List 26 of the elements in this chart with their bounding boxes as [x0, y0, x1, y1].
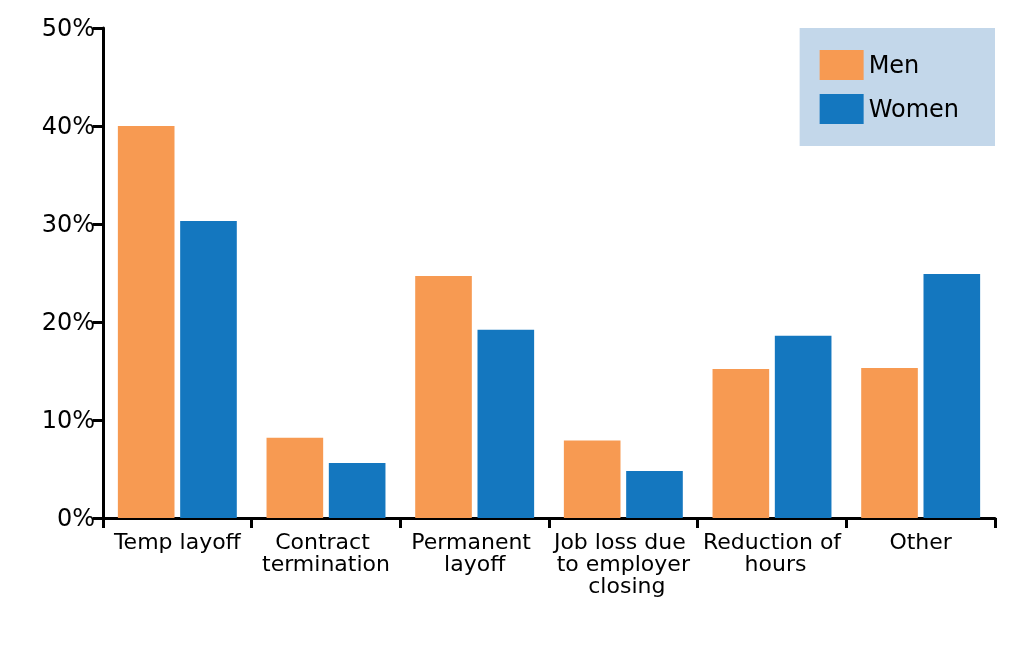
x-tick-label: Temp layoff — [112, 528, 242, 554]
y-tick-label: 50% — [41, 14, 95, 42]
bar — [861, 368, 918, 518]
bar — [415, 275, 472, 518]
x-tick-label: Permanent layoff — [411, 528, 538, 576]
bar — [180, 221, 237, 518]
x-tick-label: Other — [889, 528, 953, 554]
bar — [563, 440, 621, 518]
legend-label: Women — [868, 95, 960, 123]
bar — [712, 369, 770, 518]
bar — [626, 470, 683, 518]
x-tick-label: Job loss due to employer closing — [551, 528, 693, 598]
x-tick-label: Contract termination — [262, 528, 390, 576]
bar — [923, 273, 981, 518]
x-tick-label: Reduction of hours — [702, 528, 843, 576]
y-tick-label: 30% — [41, 210, 95, 238]
y-tick-label: 0% — [56, 504, 95, 532]
bar — [328, 463, 386, 518]
bar — [774, 335, 832, 518]
y-tick-label: 40% — [41, 112, 95, 140]
bar — [477, 329, 535, 518]
bar — [266, 437, 324, 518]
y-tick-label: 10% — [41, 406, 95, 434]
legend-label: Men — [868, 51, 920, 79]
bar — [117, 126, 175, 518]
y-tick-label: 20% — [41, 308, 95, 336]
